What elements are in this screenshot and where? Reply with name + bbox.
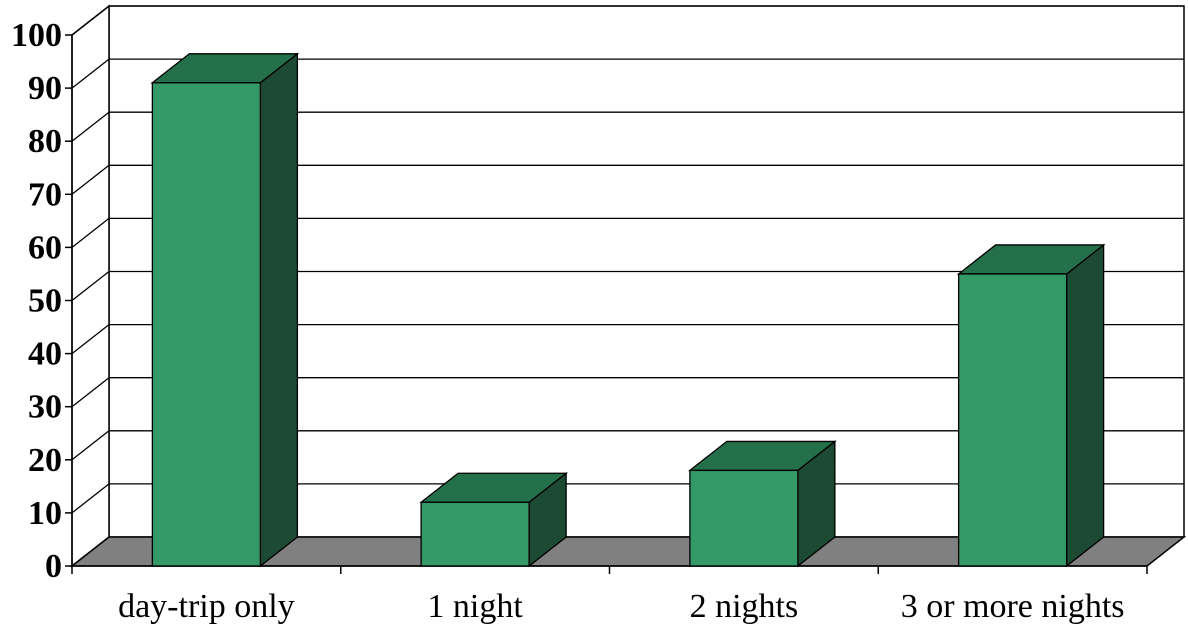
gridline-side (71, 111, 110, 142)
x-category-label: 2 nights (690, 588, 799, 625)
bar (687, 440, 837, 568)
gridline-side (71, 377, 110, 408)
y-tick-label: 20 (28, 442, 62, 479)
y-tick-label: 100 (11, 17, 62, 54)
x-category-label: 1 night (427, 588, 523, 625)
y-tick-label: 10 (28, 495, 62, 532)
x-category-label: day-trip only (118, 588, 295, 625)
y-tick-label: 60 (28, 229, 62, 266)
gridline-side (71, 217, 110, 248)
gridline-side (71, 58, 110, 89)
x-axis-category-labels: day-trip only 1 night 2 nights 3 or more ni… (118, 588, 1124, 625)
bars (150, 52, 1106, 568)
bar (150, 52, 300, 568)
x-category-label: 3 or more nights (901, 588, 1125, 625)
y-tick-label: 0 (45, 548, 62, 585)
y-tick-label: 90 (28, 70, 62, 107)
bar-front (151, 82, 262, 567)
bar-side (259, 52, 299, 568)
y-tick-label: 80 (28, 123, 62, 160)
bar (956, 243, 1106, 568)
bar (419, 471, 569, 568)
y-tick-label: 50 (28, 283, 62, 320)
bar-front (689, 469, 799, 567)
bar-side (1065, 243, 1105, 568)
gridline-side (71, 483, 110, 514)
y-tick-label: 30 (28, 389, 62, 426)
y-tick-label: 70 (28, 176, 62, 213)
gridline-side (71, 430, 110, 461)
gridline-side (71, 324, 110, 355)
gridline-side (71, 5, 110, 36)
gridline-side (71, 270, 110, 302)
bar-front (420, 501, 530, 567)
y-axis-tick-labels: 0 10 20 30 40 50 60 70 80 90 100 (11, 17, 62, 585)
bar-front (957, 273, 1068, 567)
gridline-side (71, 164, 110, 195)
y-tick-label: 40 (28, 336, 62, 373)
